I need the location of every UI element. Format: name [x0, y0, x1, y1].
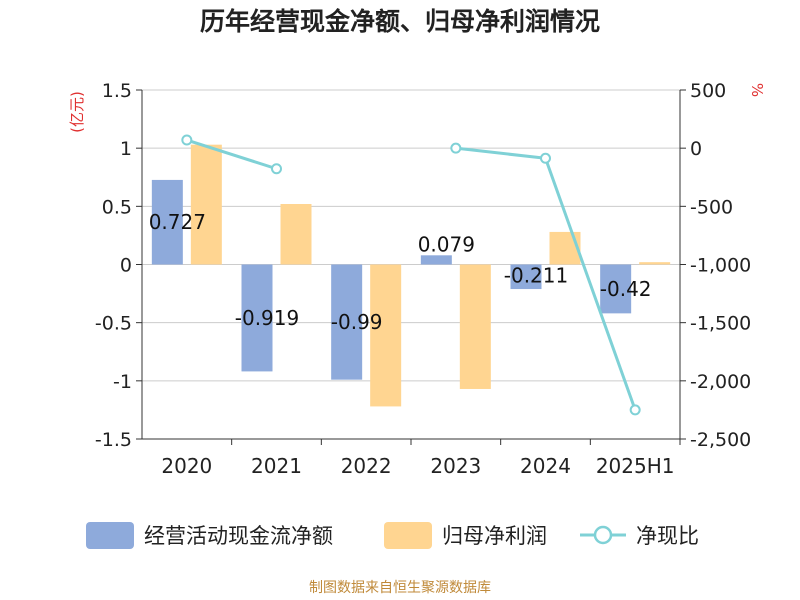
right-tick-label: -2,000: [690, 371, 751, 393]
x-tick-label: 2025H1: [596, 454, 675, 478]
cashflow-bar: [241, 264, 273, 372]
x-tick-label: 2022: [341, 454, 392, 478]
legend-swatch-net-profit: [384, 522, 432, 549]
x-tick-label: 2021: [251, 454, 302, 478]
left-tick-label: 1.5: [102, 80, 132, 102]
bar-value-label: -0.42: [600, 277, 652, 301]
net-profit-bar: [280, 204, 312, 265]
legend: 经营活动现金流净额 归母净利润 净现比: [86, 522, 699, 549]
cashflow-bar: [331, 264, 363, 380]
chart-title: 历年经营现金净额、归母净利润情况: [200, 7, 600, 36]
net-cash-ratio-point: [271, 163, 282, 175]
net-cash-ratio-point: [540, 152, 551, 164]
left-tick-label: 0: [120, 255, 132, 277]
legend-marker-net-cash-ratio: [593, 525, 613, 545]
line-series: [181, 134, 641, 416]
net-profit-bar: [190, 144, 222, 265]
right-tick-label: -1,500: [690, 313, 751, 335]
source-note: 制图数据来自恒生聚源数据库: [309, 580, 491, 596]
left-tick-label: -0.5: [95, 313, 132, 335]
cashflow-bar: [510, 264, 542, 290]
net-profit-bar: [459, 264, 491, 389]
legend-label-net-cash-ratio: 净现比: [636, 524, 699, 548]
right-tick-label: -1,000: [690, 255, 751, 277]
data-labels: 0.727 -0.919 -0.99 0.079 -0.211 -0.42: [149, 210, 652, 334]
grid-lines: [142, 89, 680, 440]
net-cash-ratio-line: [186, 138, 277, 171]
cashflow-bar: [600, 264, 632, 314]
bar-value-label: 0.727: [149, 210, 206, 234]
legend-swatch-cashflow: [86, 522, 134, 549]
right-tick-label: 0: [690, 138, 702, 160]
legend-label-cashflow: 经营活动现金流净额: [144, 524, 333, 548]
right-axis-unit-label: %: [748, 83, 766, 97]
left-tick-label: 0.5: [102, 196, 132, 218]
cashflow-bar: [151, 179, 183, 265]
left-tick-label: -1: [113, 371, 132, 393]
left-tick-label: 1: [120, 138, 132, 160]
legend-label-net-profit: 归母净利润: [442, 524, 547, 548]
x-tick-label: 2023: [430, 454, 481, 478]
net-profit-bar: [639, 262, 671, 265]
left-tick-label: -1.5: [95, 429, 132, 451]
bar-value-label: -0.211: [504, 264, 568, 288]
net-cash-ratio-point: [629, 404, 641, 416]
net-profit-bar: [549, 231, 581, 265]
axes: 1.5 1 0.5 0 -0.5 -1 -1.5 500 0 -500 -1,000 -1,500 -2…: [95, 80, 751, 478]
right-tick-label: -2,500: [690, 429, 751, 451]
bar-value-label: -0.99: [331, 310, 383, 334]
bar-value-label: 0.079: [418, 232, 475, 256]
left-axis-unit-label: (亿元): [68, 91, 86, 133]
bar-marks: [151, 144, 671, 407]
right-tick-label: 500: [690, 80, 726, 102]
net-cash-ratio-point: [181, 134, 193, 146]
net-profit-bar: [370, 264, 402, 407]
x-tick-label: 2020: [161, 454, 212, 478]
bar-value-label: -0.919: [235, 306, 299, 330]
x-tick-label: 2024: [520, 454, 571, 478]
right-tick-label: -500: [690, 196, 733, 218]
cashflow-bar: [420, 255, 452, 265]
net-cash-ratio-point: [450, 142, 462, 154]
